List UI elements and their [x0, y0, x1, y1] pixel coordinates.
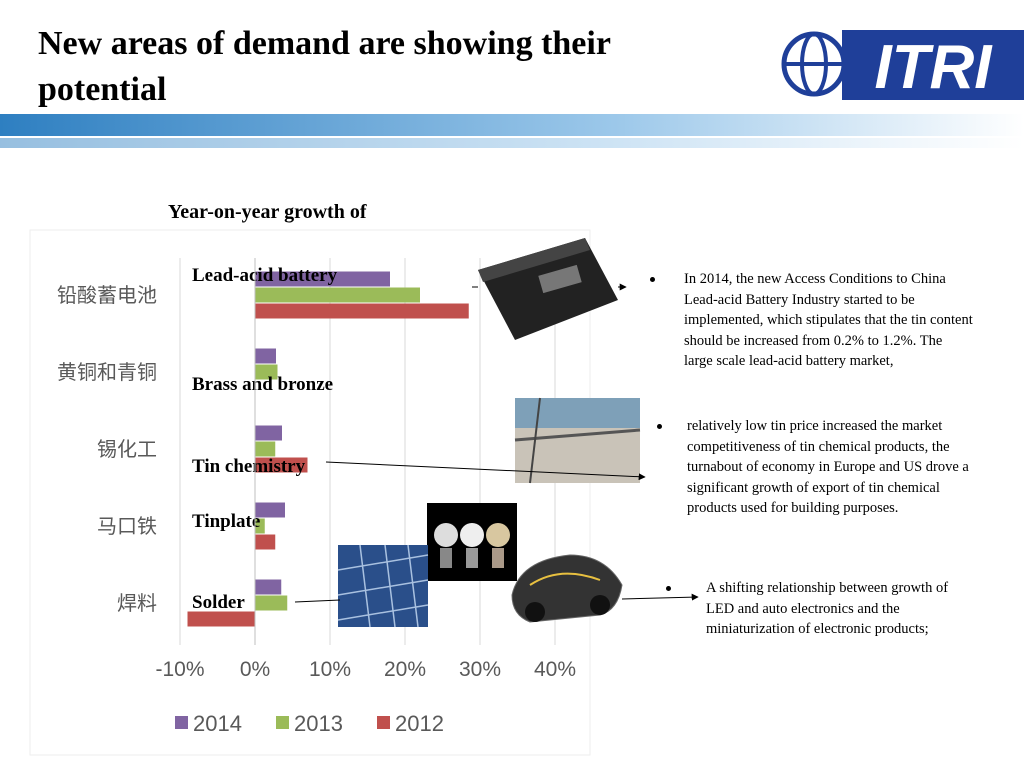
chart: -10% 0% 10% 20% 30% 40% 铅酸蓄电池 Lead-acid battery… [57, 258, 576, 736]
bullet-text: A shifting relationship between growth o… [706, 580, 949, 637]
bar [255, 364, 278, 380]
bullet-marker [650, 277, 655, 282]
solar-image [337, 544, 429, 628]
legend-label: 2013 [294, 711, 343, 736]
category-annotation: Tinplate [192, 511, 260, 532]
y-tick-label: 马口铁 [97, 515, 157, 538]
chart-frame [29, 229, 591, 756]
x-tick-label: 0% [240, 658, 270, 681]
battery-image [478, 238, 618, 340]
bar [255, 579, 282, 595]
led-image [427, 503, 517, 581]
bullet-text: In 2014, the new Access Conditions to Ch… [684, 271, 973, 369]
category-annotation: Solder [192, 592, 245, 613]
bar [187, 611, 255, 627]
car-image [511, 554, 623, 623]
x-tick-label: 20% [384, 658, 426, 681]
bar [255, 518, 265, 534]
logo-text: ITRI [874, 33, 993, 102]
x-tick-label: 10% [309, 658, 351, 681]
legend-swatch [276, 716, 289, 729]
bar [255, 303, 469, 319]
bar [255, 271, 390, 287]
connector [294, 599, 341, 603]
category-annotation: Lead-acid battery [192, 265, 338, 286]
category-annotation: Tin chemistry [192, 456, 306, 477]
y-tick-label: 锡化工 [97, 438, 157, 461]
logo-box [842, 30, 1024, 100]
arrow [621, 593, 699, 601]
x-tick-label: -10% [155, 658, 204, 681]
bar [255, 502, 285, 518]
arrow [325, 461, 646, 481]
bar [255, 534, 276, 550]
ceiling-image [514, 397, 641, 484]
header-band [0, 114, 1024, 136]
bar [255, 441, 276, 457]
slide-title: New areas of demand are showing their [38, 25, 611, 62]
slide-title: potential [38, 71, 166, 108]
header-band [0, 138, 1024, 148]
bullet-marker [666, 586, 671, 591]
x-tick-label: 40% [534, 658, 576, 681]
legend-swatch [175, 716, 188, 729]
y-tick-label: 黄铜和青铜 [57, 361, 157, 384]
legend-label: 2012 [395, 711, 444, 736]
bar [255, 287, 420, 303]
bar [255, 425, 282, 441]
slide-title: New areas of demand are showing their pot… [38, 25, 611, 108]
legend-swatch [377, 716, 390, 729]
bullet-text: relatively low tin price increased the m… [687, 418, 969, 516]
category-annotation: Brass and bronze [192, 374, 333, 395]
chart-title: Year-on-year growth of [168, 201, 367, 223]
bullet-marker [657, 424, 662, 429]
legend-label: 2014 [193, 711, 242, 736]
x-tick-label: 30% [459, 658, 501, 681]
bar [255, 457, 308, 473]
y-tick-label: 焊料 [117, 592, 157, 615]
bar [255, 595, 288, 611]
y-tick-label: 铅酸蓄电池 [57, 284, 157, 307]
bar [255, 348, 276, 364]
